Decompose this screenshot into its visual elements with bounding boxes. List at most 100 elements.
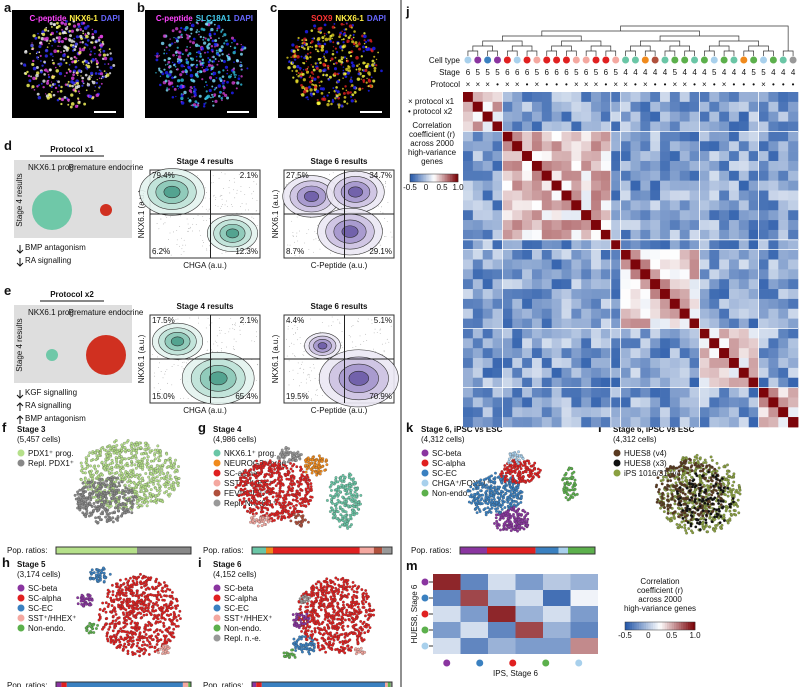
- cell-dot: [135, 600, 139, 604]
- cell-dot: [152, 479, 156, 483]
- cell-dot: [109, 484, 113, 488]
- legend-label: PDX1⁺ prog.: [28, 449, 74, 458]
- noise-dot: [310, 380, 312, 382]
- quadrant-label: 70.9%: [369, 392, 392, 401]
- cell-dot: [265, 496, 269, 500]
- cell-dot: [36, 51, 39, 54]
- noise-dot: [215, 198, 216, 200]
- cell-dot: [74, 89, 77, 93]
- noise-dot: [385, 181, 386, 182]
- cell-dot: [365, 81, 368, 84]
- cell-dot: [300, 510, 304, 514]
- cell-dot: [149, 467, 153, 471]
- cell-dot: [317, 30, 320, 33]
- cell-dot: [117, 488, 121, 492]
- cell-dot: [146, 465, 149, 469]
- cell-dot: [346, 71, 350, 75]
- cell-dot: [285, 453, 289, 457]
- cell-dot: [356, 77, 361, 81]
- cell-dot: [200, 70, 203, 73]
- cell-dot: [281, 467, 285, 470]
- cell-dot: [336, 42, 340, 45]
- cell-dot: [240, 493, 244, 497]
- cell-dot: [165, 452, 169, 456]
- cell-dot: [282, 451, 286, 455]
- cell-dot: [368, 65, 371, 68]
- panel-letter: g: [198, 420, 206, 435]
- cell-dot: [349, 34, 352, 37]
- cell-count: (3,174 cells): [17, 570, 61, 579]
- cell-dot: [109, 640, 113, 644]
- cell-dot: [346, 526, 350, 530]
- cell-dot: [345, 67, 349, 71]
- noise-dot: [332, 172, 334, 174]
- legend-dot: [213, 479, 221, 487]
- cell-dot: [345, 522, 349, 526]
- cell-dot: [46, 46, 49, 48]
- cell-dot: [142, 497, 146, 501]
- cell-dot: [137, 477, 141, 481]
- cell-dot: [78, 47, 82, 50]
- cell-dot: [118, 640, 122, 644]
- cell-dot: [58, 71, 63, 76]
- cell-dot: [122, 598, 126, 602]
- cell-dot: [117, 605, 120, 609]
- cell-dot: [163, 594, 166, 598]
- noise-dot: [357, 321, 359, 323]
- cell-dot: [175, 39, 179, 43]
- cell-dot: [123, 624, 127, 628]
- noise-dot: [179, 245, 180, 247]
- noise-dot: [255, 379, 257, 381]
- cell-dot: [115, 443, 119, 447]
- legend-label: NKX6.1⁺ prog.: [224, 449, 276, 458]
- cell-dot: [174, 65, 177, 68]
- noise-dot: [243, 324, 244, 325]
- cell-dot: [29, 52, 31, 55]
- cell-dot: [175, 478, 178, 482]
- cell-dot: [135, 443, 139, 447]
- cell-dot: [126, 603, 130, 607]
- cell-dot: [167, 66, 171, 69]
- noise-dot: [177, 365, 179, 366]
- cell-dot: [304, 504, 308, 508]
- cell-dot: [130, 444, 134, 448]
- cell-dot: [206, 65, 209, 68]
- cell-dot: [67, 27, 69, 29]
- cell-dot: [142, 456, 146, 460]
- cell-dot: [113, 510, 116, 514]
- cell-dot: [299, 69, 301, 71]
- cell-dot: [335, 491, 339, 495]
- cell-dot: [363, 34, 367, 39]
- cell-dot: [59, 57, 63, 61]
- group-label: NKX6.1 prog.: [28, 163, 76, 172]
- noise-dot: [159, 389, 161, 390]
- cell-dot: [168, 456, 172, 460]
- cell-dot: [30, 44, 34, 48]
- cell-dot: [158, 69, 161, 72]
- cell-dot: [65, 61, 68, 65]
- cell-dot: [211, 85, 214, 88]
- noise-dot: [252, 389, 254, 391]
- cell-dot: [118, 643, 122, 647]
- cell-dot: [106, 454, 109, 458]
- cell-dot: [344, 510, 348, 514]
- cell-dot: [76, 97, 80, 100]
- cell-dot: [176, 482, 180, 485]
- cell-dot: [111, 516, 115, 520]
- cell-dot: [215, 76, 218, 79]
- cell-dot: [28, 79, 32, 83]
- cell-dot: [354, 502, 358, 506]
- cell-dot: [119, 627, 123, 631]
- noise-dot: [300, 400, 302, 402]
- cell-dot: [144, 451, 147, 455]
- cell-dot: [139, 598, 143, 602]
- step-label: RA signalling: [25, 256, 71, 265]
- cell-dot: [117, 616, 121, 620]
- cell-dot: [72, 73, 75, 77]
- cell-dot: [87, 82, 89, 84]
- noise-dot: [318, 240, 320, 241]
- cell-dot: [79, 461, 83, 465]
- arrow: [16, 245, 24, 254]
- cell-dot: [77, 84, 81, 88]
- cell-dot: [226, 54, 229, 57]
